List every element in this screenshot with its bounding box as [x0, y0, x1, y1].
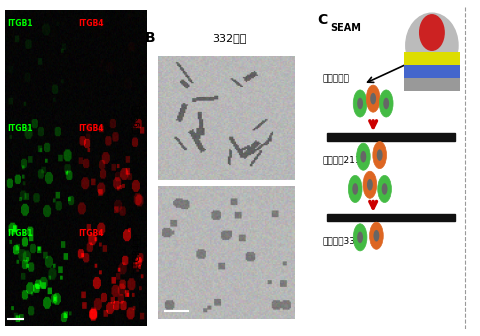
Circle shape [377, 149, 383, 161]
Circle shape [383, 98, 389, 109]
Text: ラミニン332: ラミニン332 [323, 236, 361, 245]
Circle shape [353, 224, 367, 251]
Circle shape [367, 179, 373, 191]
Text: ITGB1: ITGB1 [8, 229, 33, 238]
FancyBboxPatch shape [404, 65, 460, 78]
Circle shape [370, 222, 383, 249]
Circle shape [360, 151, 366, 163]
Circle shape [366, 85, 380, 112]
Text: 332接着: 332接着 [212, 33, 247, 43]
Text: ITGB1: ITGB1 [8, 18, 33, 28]
Circle shape [357, 143, 370, 170]
Circle shape [373, 230, 379, 242]
Circle shape [363, 171, 377, 198]
Circle shape [348, 175, 362, 203]
Text: SEAM: SEAM [331, 23, 361, 33]
FancyBboxPatch shape [404, 78, 460, 91]
Circle shape [379, 90, 393, 117]
Ellipse shape [406, 13, 458, 78]
Text: ITGB1: ITGB1 [8, 124, 33, 133]
Text: ITGB4: ITGB4 [78, 18, 104, 28]
Text: 抗ITGB4抗体: 抗ITGB4抗体 [132, 233, 141, 273]
Circle shape [357, 98, 363, 109]
Text: 非上皮細胞: 非上皮細胞 [323, 75, 349, 84]
Text: ITGB4: ITGB4 [78, 229, 104, 238]
Ellipse shape [420, 15, 444, 50]
Text: B: B [145, 31, 156, 45]
Text: ラミニン211: ラミニン211 [323, 156, 361, 164]
FancyBboxPatch shape [404, 52, 460, 65]
Text: C: C [318, 13, 328, 27]
Circle shape [357, 232, 363, 243]
Circle shape [373, 141, 386, 169]
FancyBboxPatch shape [327, 133, 455, 140]
FancyBboxPatch shape [327, 214, 455, 221]
Circle shape [378, 175, 391, 203]
Circle shape [382, 183, 387, 195]
Text: ITGB4: ITGB4 [78, 124, 104, 133]
Circle shape [370, 93, 376, 104]
Circle shape [352, 183, 358, 195]
Text: 抗IgG抗体: 抗IgG抗体 [132, 103, 141, 133]
Circle shape [353, 90, 367, 117]
